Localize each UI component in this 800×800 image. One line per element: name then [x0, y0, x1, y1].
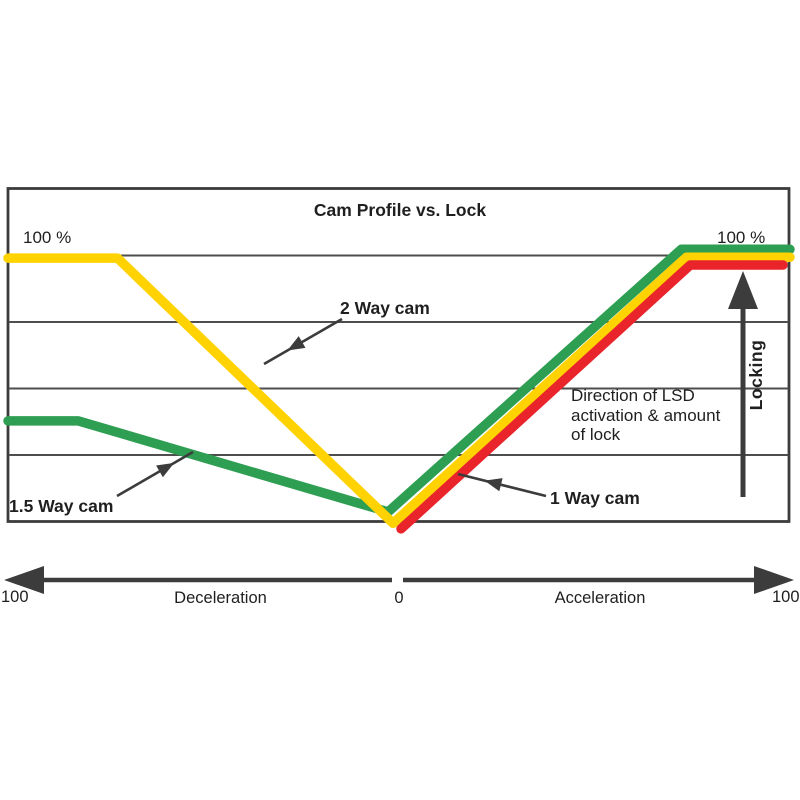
locking-arrow-head: [728, 271, 758, 309]
chart-title: Cam Profile vs. Lock: [313, 200, 487, 220]
series-lines: [3, 244, 795, 534]
annotation-arrows: [4, 271, 794, 594]
two-way-callout-line: [263, 317, 343, 366]
pct-label-top-right: 100 %: [717, 228, 766, 247]
one-five-way-callout-line: [116, 450, 194, 498]
acceleration-label: Acceleration: [554, 589, 646, 607]
axis-value-center: 0: [394, 589, 404, 607]
one-way-callout-head: [484, 478, 503, 492]
axis-value-left: 100: [1, 588, 29, 606]
locking-axis-label: Locking: [746, 339, 766, 411]
two-way-cam-label: 2 Way cam: [340, 298, 430, 318]
one-way-cam-label: 1 Way cam: [550, 488, 640, 508]
one-five-way-callout-head: [156, 462, 175, 478]
grid-lines: [9, 254, 789, 456]
plot-border: [6, 187, 791, 523]
series-1-5-way-cam: [3, 244, 795, 517]
direction-note: Direction of LSD activation & amount of …: [571, 386, 721, 444]
one-five-way-cam-label: 1.5 Way cam: [9, 496, 114, 516]
deceleration-label: Deceleration: [174, 589, 267, 607]
two-way-callout-head: [287, 336, 306, 351]
series-1-way-cam: [396, 260, 788, 534]
axis-arrow-right-head: [754, 566, 794, 594]
one-way-callout-line: [457, 472, 547, 498]
pct-label-top-left: 100 %: [23, 228, 72, 247]
axis-arrow-left-head: [4, 566, 44, 594]
series-2-way-cam: [3, 252, 795, 529]
axis-value-right: 100: [772, 588, 800, 606]
